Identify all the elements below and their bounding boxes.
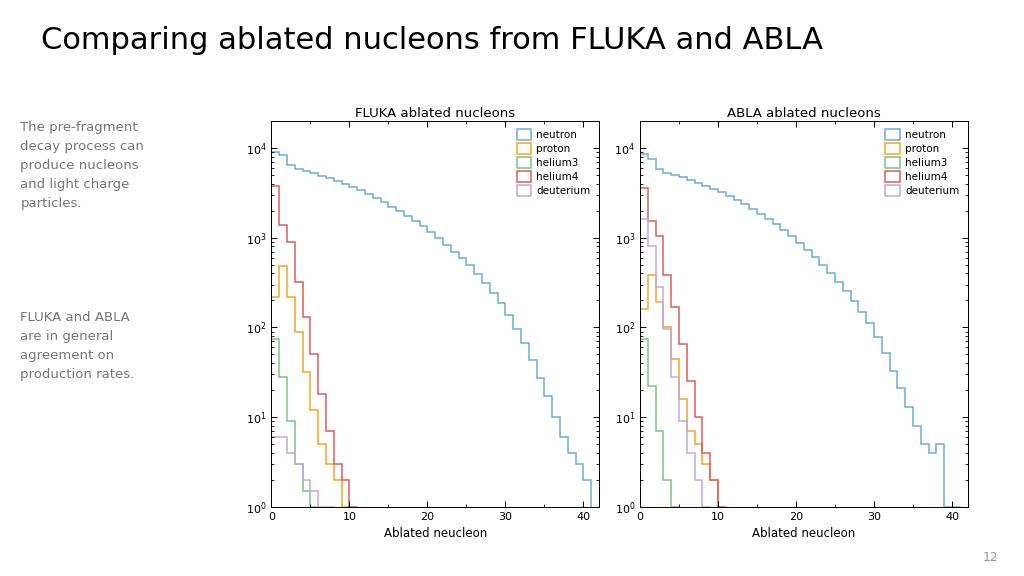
X-axis label: Ablated neucleon: Ablated neucleon	[753, 527, 855, 540]
Text: 12: 12	[983, 551, 998, 564]
Legend: neutron, proton, helium3, helium4, deuterium: neutron, proton, helium3, helium4, deute…	[514, 126, 594, 199]
Text: The pre-fragment
decay process can
produce nucleons
and light charge
particles.: The pre-fragment decay process can produ…	[20, 121, 144, 210]
Title: FLUKA ablated nucleons: FLUKA ablated nucleons	[355, 107, 515, 120]
Text: Comparing ablated nucleons from FLUKA and ABLA: Comparing ablated nucleons from FLUKA an…	[41, 26, 823, 55]
X-axis label: Ablated neucleon: Ablated neucleon	[384, 527, 486, 540]
Text: FLUKA and ABLA
are in general
agreement on
production rates.: FLUKA and ABLA are in general agreement …	[20, 311, 135, 381]
Title: ABLA ablated nucleons: ABLA ablated nucleons	[727, 107, 881, 120]
Legend: neutron, proton, helium3, helium4, deuterium: neutron, proton, helium3, helium4, deute…	[883, 126, 963, 199]
